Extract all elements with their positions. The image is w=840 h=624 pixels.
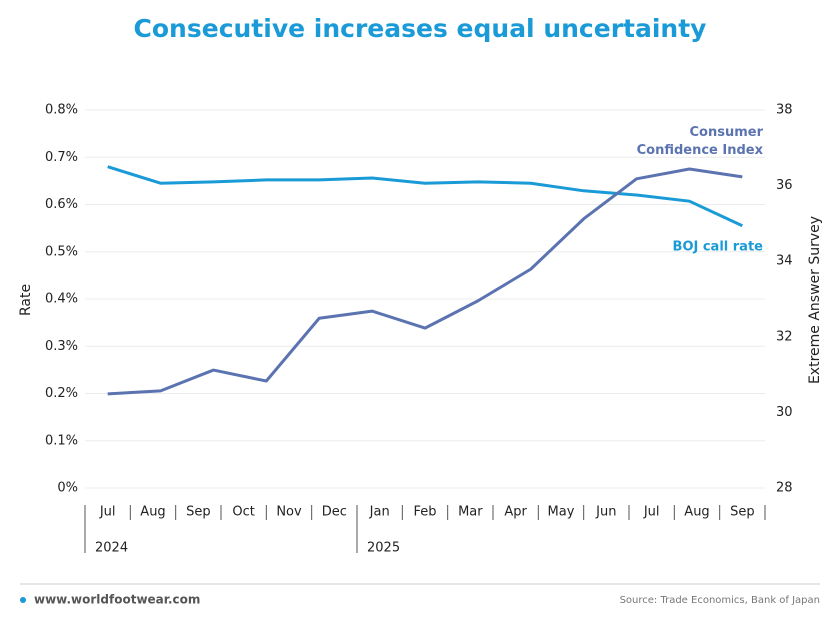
chart-title: Consecutive increases equal uncertainty	[134, 14, 707, 43]
y-tick-label: 0.7%	[45, 150, 78, 165]
x-tick-label: Nov	[276, 505, 302, 520]
x-tick-label: Aug	[140, 505, 165, 520]
footer-site: www.worldfootwear.com	[34, 593, 200, 607]
y-tick-label: 0.4%	[45, 292, 78, 307]
y-tick-label: 0%	[57, 481, 78, 496]
x-tick-label: Jul	[99, 505, 116, 520]
x-tick-label: Jun	[595, 505, 616, 520]
series-line	[107, 167, 743, 396]
y-tick-label: 0.2%	[45, 386, 78, 401]
y2-axis-label: Extreme Answer Survey	[807, 216, 823, 384]
x-tick-label: Sep	[186, 505, 211, 520]
x-tick-label: Aug	[684, 505, 709, 520]
y2-tick-label: 32	[776, 329, 793, 344]
y-tick-label: 0.5%	[45, 244, 78, 259]
y2-tick-label: 30	[776, 405, 793, 420]
footer-dot	[20, 597, 26, 603]
x-tick-label: May	[548, 505, 575, 520]
y2-tick-label: 38	[776, 103, 793, 118]
y-tick-label: 0.1%	[45, 433, 78, 448]
y2-tick-label: 28	[776, 481, 793, 496]
y-tick-label: 0.8%	[45, 103, 78, 118]
x-tick-label: Mar	[458, 505, 483, 520]
year-label: 2025	[367, 541, 400, 556]
x-tick-label: Apr	[504, 505, 527, 520]
x-tick-label: Oct	[232, 505, 254, 520]
footer-source: Source: Trade Economics, Bank of Japan	[620, 595, 820, 606]
x-tick-label: Dec	[322, 505, 347, 520]
x-tick-label: Sep	[730, 505, 755, 520]
y-tick-label: 0.3%	[45, 339, 78, 354]
x-tick-label: Feb	[413, 505, 436, 520]
series-label: Consumer Confidence Index	[637, 125, 764, 158]
x-tick-label: Jul	[643, 505, 660, 520]
y-axis-label: Rate	[18, 284, 34, 316]
y-tick-label: 0.6%	[45, 197, 78, 212]
series-line	[107, 165, 743, 228]
y2-tick-label: 36	[776, 178, 793, 193]
x-tick-label: Jan	[369, 505, 390, 520]
series-label: BOJ call rate	[673, 240, 764, 255]
y2-tick-label: 34	[776, 254, 793, 269]
year-label: 2024	[95, 541, 128, 556]
